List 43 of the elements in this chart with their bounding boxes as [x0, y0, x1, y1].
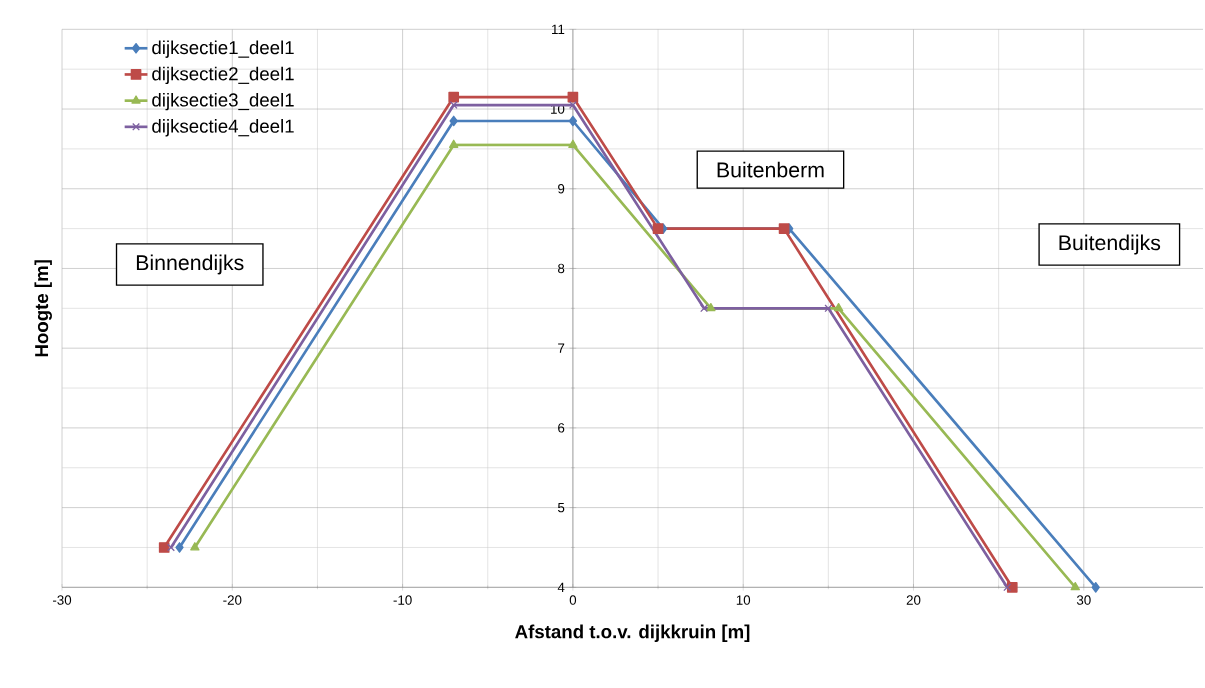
point: [190, 542, 200, 551]
point: [175, 542, 184, 553]
point: [706, 302, 716, 312]
y-axis-title: Hoogte [m]: [34, 260, 52, 357]
point: [1070, 581, 1080, 591]
annotation: Buitendijks: [1059, 234, 1161, 255]
x-tick-label: 30: [1076, 595, 1091, 605]
annotation: Buitenberm: [717, 161, 824, 178]
legend-label: dijksectie1_deel1: [152, 40, 294, 58]
x-tick-label: -30: [52, 595, 72, 605]
point: [568, 139, 578, 148]
point: [449, 101, 458, 110]
point: [833, 302, 844, 312]
point: [448, 139, 459, 148]
y-tick-label: 4: [557, 582, 565, 592]
point: [1003, 583, 1012, 592]
x-tick-label: -20: [223, 595, 242, 605]
x-tick-label: 0: [569, 595, 577, 605]
point: [1091, 581, 1100, 593]
point: [448, 91, 460, 103]
point: [568, 115, 578, 127]
point: [824, 304, 833, 313]
legend-label: dijksectie3_deel1: [152, 92, 294, 111]
y-tick-label: 8: [558, 263, 565, 274]
y-tick-label: 7: [558, 343, 565, 353]
point: [158, 542, 170, 553]
point: [700, 304, 708, 313]
annotation: Binnendijks: [136, 254, 244, 275]
legend-label: dijksectie2_deel1: [152, 66, 294, 85]
y-tick-label: 6: [558, 423, 565, 433]
x-tick-label: -10: [393, 595, 412, 605]
point: [778, 223, 790, 234]
x-tick-label: 10: [736, 595, 751, 605]
x-axis-title: Afstand t.o.v. dijkkruin [m]: [515, 624, 750, 643]
y-tick-label: 5: [557, 502, 565, 513]
point: [449, 115, 458, 127]
y-tick-label: 9: [558, 184, 565, 194]
point: [167, 543, 175, 552]
x-tick-label: 20: [906, 595, 921, 605]
point: [568, 101, 577, 110]
legend-label: dijksectie4_deel1: [152, 119, 294, 137]
y-tick-label: 11: [552, 24, 565, 34]
point: [652, 223, 664, 234]
